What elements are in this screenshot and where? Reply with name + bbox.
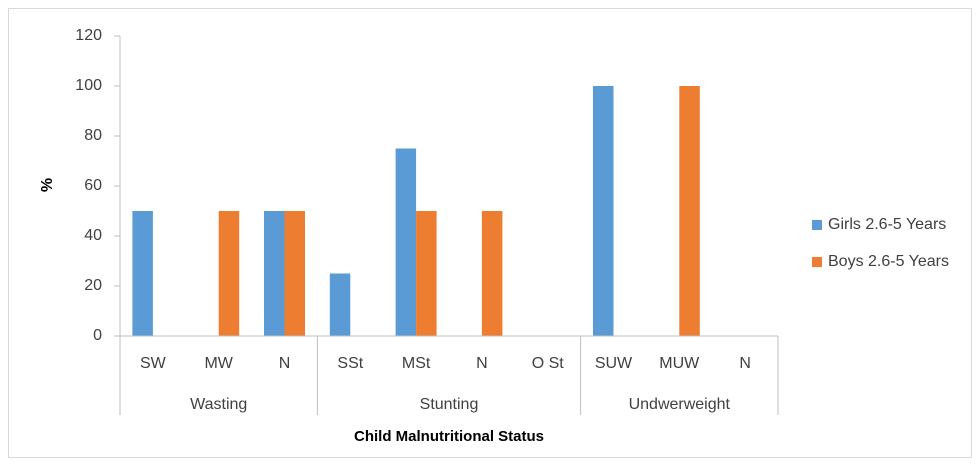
- x-tick-label: SSt: [337, 355, 363, 372]
- bar: [284, 211, 305, 336]
- bar: [679, 86, 700, 336]
- bar: [218, 211, 240, 336]
- legend-label: Boys 2.6-5 Years: [828, 253, 949, 270]
- bar: [329, 273, 351, 336]
- y-tick-label: 60: [84, 177, 102, 194]
- y-tick-label: 20: [84, 277, 102, 294]
- bar: [481, 211, 503, 336]
- x-tick-label: MSt: [402, 355, 431, 372]
- y-tick-label: 120: [75, 27, 102, 44]
- x-tick-label: MUW: [659, 355, 700, 372]
- x-tick-label: SW: [140, 355, 167, 372]
- legend-label: Girls 2.6-5 Years: [828, 216, 946, 233]
- y-tick-label: 0: [93, 327, 102, 344]
- bar: [593, 86, 614, 336]
- x-tick-label: O St: [532, 355, 565, 372]
- x-tick-label: N: [739, 355, 751, 372]
- group-label: Stunting: [420, 396, 479, 413]
- group-label: Undwerweight: [629, 396, 731, 413]
- bar: [264, 211, 285, 336]
- x-tick-label: SUW: [595, 355, 633, 372]
- x-tick-label: N: [279, 355, 291, 372]
- y-tick-label: 80: [84, 127, 102, 144]
- legend-swatch: [812, 220, 822, 230]
- bar: [395, 148, 417, 336]
- bar: [416, 211, 437, 336]
- y-tick-label: 40: [84, 227, 102, 244]
- y-tick-label: 100: [75, 77, 102, 94]
- bar: [132, 211, 153, 336]
- group-label: Wasting: [190, 396, 247, 413]
- x-tick-label: N: [476, 355, 488, 372]
- x-tick-label: MW: [204, 355, 233, 372]
- y-axis-label: %: [39, 178, 56, 192]
- x-axis-label: Child Malnutritional Status: [354, 428, 544, 445]
- legend-swatch: [812, 257, 822, 267]
